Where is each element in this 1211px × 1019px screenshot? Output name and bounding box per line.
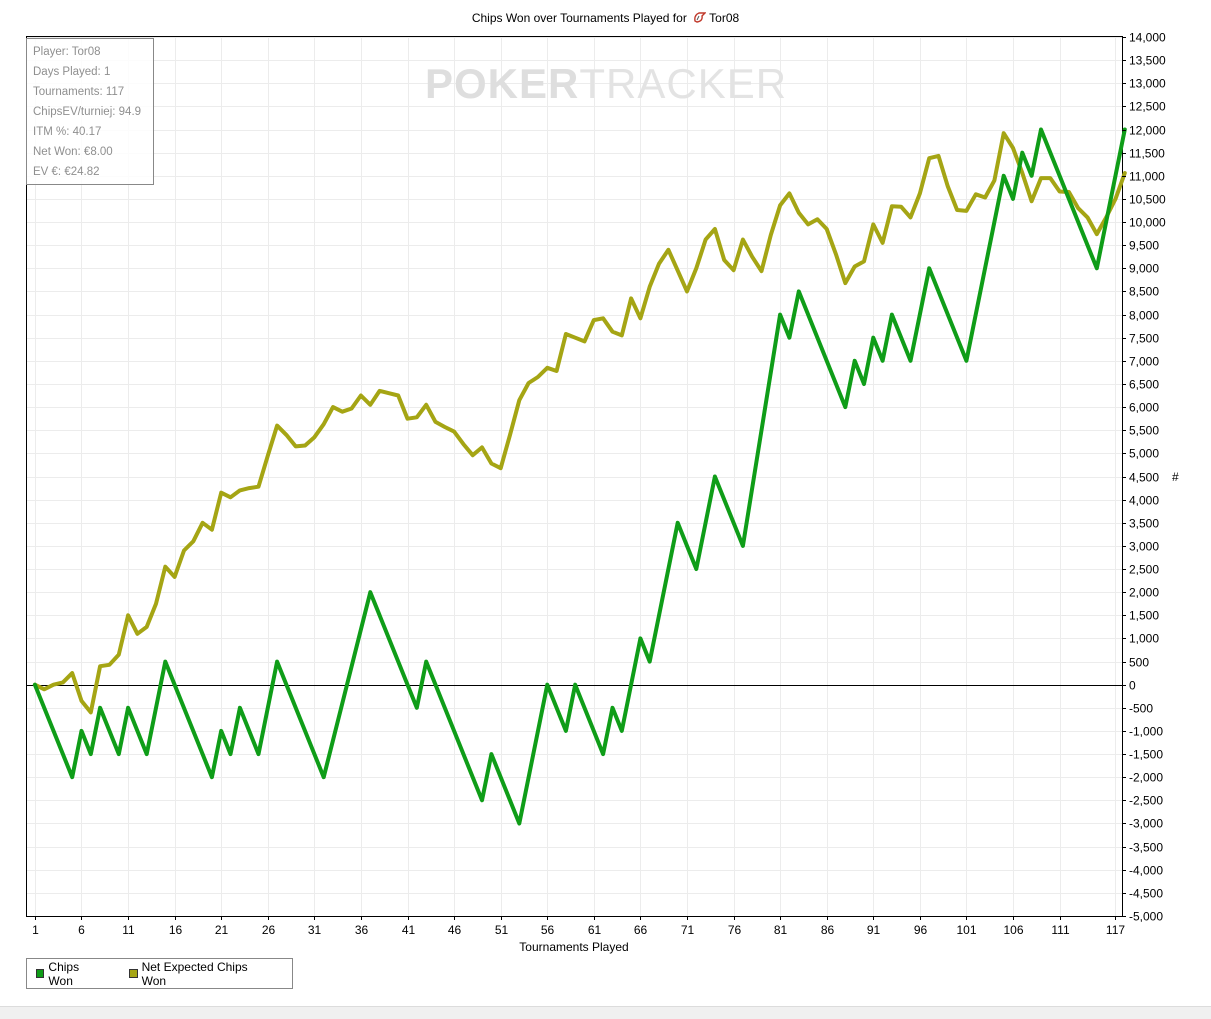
y-tick-label: 2,000 xyxy=(1129,586,1159,600)
y-tick-label: 4,500 xyxy=(1129,471,1159,485)
series-lines xyxy=(32,127,1127,826)
x-tick-label: 41 xyxy=(402,923,416,937)
plot-area-frame xyxy=(26,36,1123,917)
x-tick-label: 96 xyxy=(914,923,928,937)
series-line-net-expected xyxy=(32,131,1127,715)
legend-item-net-expected[interactable]: Net Expected Chips Won xyxy=(129,960,265,988)
y-tick-label: 5,000 xyxy=(1129,447,1159,461)
x-tick-label: 51 xyxy=(495,923,509,937)
y-tick-label: -500 xyxy=(1129,702,1153,716)
x-tick-label: 11 xyxy=(122,923,135,937)
x-tick-label: 6 xyxy=(78,923,85,937)
y-tick-label: 14,000 xyxy=(1129,31,1166,45)
x-tick-label: 71 xyxy=(681,923,695,937)
y-tick-label: 7,500 xyxy=(1129,332,1159,346)
x-tick-label: 106 xyxy=(1003,923,1023,937)
y-tick-label: -2,000 xyxy=(1129,771,1163,785)
window-status-bar xyxy=(0,1006,1211,1019)
x-tick-label: 26 xyxy=(262,923,276,937)
x-tick-label: 36 xyxy=(355,923,369,937)
y-tick-label: 500 xyxy=(1129,656,1149,670)
y-tick-label: 0 xyxy=(1129,679,1136,693)
legend-label-net-expected: Net Expected Chips Won xyxy=(141,959,248,988)
pokertracker-watermark: POKERTRACKER xyxy=(425,60,788,107)
x-tick-label: 117 xyxy=(1106,923,1125,937)
y-tick-label: -4,500 xyxy=(1129,887,1163,901)
y-tick-label: -2,500 xyxy=(1129,794,1163,808)
y-tick-label: 13,500 xyxy=(1129,54,1166,68)
x-tick-label: 86 xyxy=(821,923,835,937)
x-tick-label: 61 xyxy=(588,923,602,937)
chart-title-prefix: Chips Won over Tournaments Played for xyxy=(471,11,687,25)
x-axis-ticks: 1 6 11 16 21 26 31 36 41 46 51 56 61 66 71 76 81 86 91 96 10… xyxy=(32,916,1125,937)
y-tick-label: 2,500 xyxy=(1129,563,1159,577)
stat-tournaments: Tournaments: 117 xyxy=(33,86,125,98)
y-tick-label: 3,000 xyxy=(1129,540,1159,554)
y-tick-label: -1,000 xyxy=(1129,725,1163,739)
y-axis-ticks: -5,000 -4,500 -4,000 -3,500 -3,000 -2,500 -2,0… xyxy=(1122,31,1166,924)
stats-panel: Player: Tor08 Days Played: 1 Tournaments… xyxy=(26,38,154,185)
y-tick-label: 10,000 xyxy=(1129,216,1166,230)
stat-ev-euro: EV €: €24.82 xyxy=(33,166,100,178)
y-axis-label: # xyxy=(1172,470,1179,484)
y-tick-label: 11,500 xyxy=(1129,147,1165,161)
y-tick-label: 9,500 xyxy=(1129,239,1159,253)
x-tick-label: 46 xyxy=(448,923,462,937)
stat-net-won: Net Won: €8.00 xyxy=(33,146,113,158)
y-tick-label: 6,500 xyxy=(1129,378,1159,392)
chart-title: Chips Won over Tournaments Played for To… xyxy=(0,11,1211,25)
chart-legend: Chips Won Net Expected Chips Won xyxy=(26,958,293,989)
y-tick-label: -1,500 xyxy=(1129,748,1163,762)
y-tick-label: 12,500 xyxy=(1129,100,1166,114)
y-tick-label: 9,000 xyxy=(1129,262,1159,276)
legend-label-chips-won: Chips Won xyxy=(48,959,80,988)
y-tick-label: 11,000 xyxy=(1129,170,1165,184)
x-tick-label: 81 xyxy=(774,923,788,937)
x-tick-label: 1 xyxy=(32,923,39,937)
y-tick-label: -3,000 xyxy=(1129,817,1163,831)
legend-item-chips-won[interactable]: Chips Won xyxy=(36,960,102,988)
y-tick-label: 5,500 xyxy=(1129,424,1159,438)
x-tick-label: 91 xyxy=(867,923,881,937)
x-tick-label: 111 xyxy=(1051,923,1070,937)
y-tick-label: 7,000 xyxy=(1129,355,1159,369)
y-tick-label: 4,000 xyxy=(1129,494,1159,508)
x-tick-label: 101 xyxy=(956,923,976,937)
x-tick-label: 76 xyxy=(728,923,742,937)
y-tick-label: -3,500 xyxy=(1129,841,1163,855)
y-tick-label: 10,500 xyxy=(1129,193,1166,207)
y-tick-label: 8,000 xyxy=(1129,309,1159,323)
x-tick-label: 16 xyxy=(169,923,183,937)
y-tick-label: -5,000 xyxy=(1129,910,1163,924)
pokerstars-logo-icon xyxy=(694,12,707,23)
y-tick-label: 13,000 xyxy=(1129,77,1166,91)
stat-player: Player: Tor08 xyxy=(33,46,101,58)
stat-days-played: Days Played: 1 xyxy=(33,66,111,78)
y-tick-label: 12,000 xyxy=(1129,124,1166,138)
stat-chips-ev: ChipsEV/turniej: 94.9 xyxy=(33,106,142,118)
y-tick-label: 1,500 xyxy=(1129,609,1159,623)
y-tick-label: -4,000 xyxy=(1129,864,1163,878)
x-tick-label: 56 xyxy=(541,923,555,937)
stat-itm: ITM %: 40.17 xyxy=(33,126,102,138)
x-tick-label: 66 xyxy=(634,923,648,937)
series-line-chips-won xyxy=(32,127,1127,826)
x-tick-label: 31 xyxy=(308,923,322,937)
chart-title-player: Tor08 xyxy=(709,11,740,25)
y-tick-label: 8,500 xyxy=(1129,285,1159,299)
legend-swatch-net-expected xyxy=(129,969,138,978)
x-axis-label: Tournaments Played xyxy=(519,940,629,954)
y-tick-label: 3,500 xyxy=(1129,517,1159,531)
x-tick-label: 21 xyxy=(215,923,229,937)
legend-swatch-chips-won xyxy=(36,969,45,978)
y-tick-label: 1,000 xyxy=(1129,632,1159,646)
y-tick-label: 6,000 xyxy=(1129,401,1159,415)
grid-lines xyxy=(27,37,1122,917)
